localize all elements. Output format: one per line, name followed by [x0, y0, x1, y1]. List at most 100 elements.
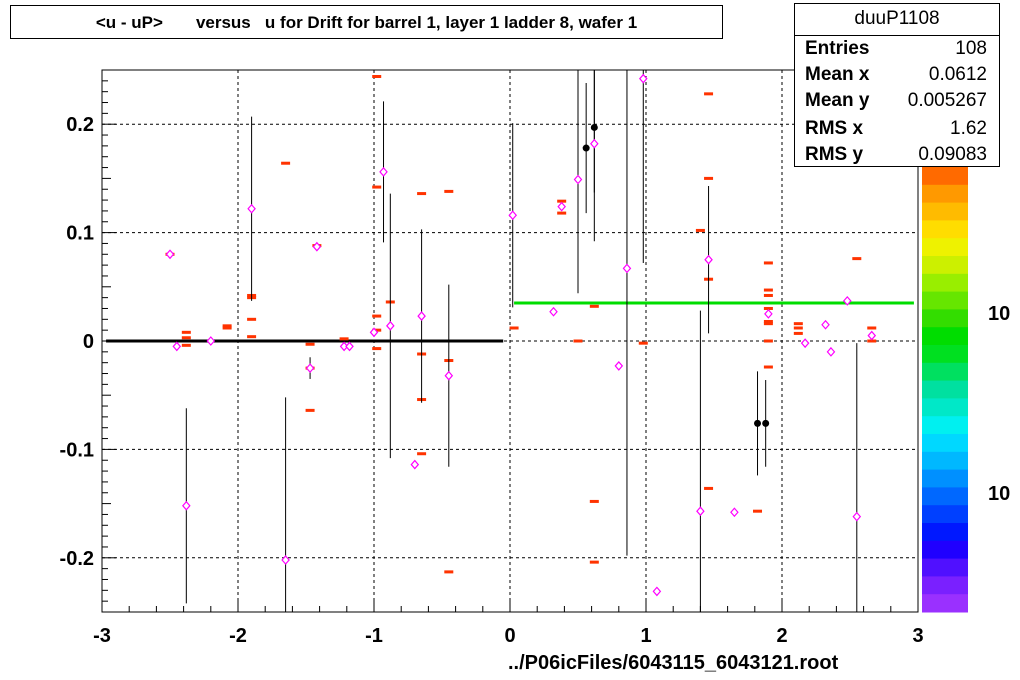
palette-label-lower: 10 — [988, 483, 1010, 505]
profile-point — [730, 507, 739, 518]
red-mark — [281, 161, 291, 165]
palette-swatch — [922, 184, 968, 204]
profile-point — [821, 319, 830, 330]
palette-swatch — [922, 238, 968, 257]
y-tick-label: -0.1 — [60, 439, 94, 461]
red-mark — [557, 199, 567, 203]
profile-point — [206, 336, 216, 346]
profile-point — [826, 346, 836, 357]
red-mark — [763, 293, 773, 297]
palette-swatch — [922, 523, 968, 542]
red-mark — [305, 408, 315, 412]
red-mark — [852, 257, 862, 261]
red-mark — [589, 304, 599, 308]
red-mark — [222, 326, 232, 330]
profile-point — [696, 506, 705, 517]
palette-swatch — [922, 576, 968, 595]
red-mark — [372, 347, 382, 351]
profile-point — [312, 241, 322, 252]
red-mark — [181, 343, 191, 347]
black-point — [762, 419, 770, 427]
red-mark — [763, 306, 773, 310]
stat-value: 0.09083 — [918, 144, 987, 165]
profile-point — [652, 586, 662, 597]
red-mark — [372, 185, 382, 189]
red-mark — [867, 326, 877, 330]
profile-points — [165, 73, 877, 597]
red-mark — [305, 342, 315, 346]
x-tick-label: 2 — [776, 625, 787, 647]
red-mark — [704, 486, 714, 490]
profile-point — [549, 306, 558, 317]
palette-swatch — [922, 558, 968, 577]
red-mark — [867, 339, 877, 343]
profile-point — [867, 330, 877, 341]
profile-point — [386, 320, 395, 331]
red-mark — [753, 509, 763, 513]
palette-label-upper: 10 — [988, 303, 1010, 325]
profile-point — [172, 341, 182, 352]
red-mark — [417, 452, 427, 456]
red-mark — [372, 314, 382, 318]
red-mark — [638, 341, 648, 345]
palette-swatch — [922, 540, 968, 560]
red-mark — [417, 192, 427, 196]
y-tick-label: 0.2 — [66, 114, 94, 136]
profile-point — [410, 459, 420, 470]
red-mark — [573, 339, 583, 343]
profile-point — [369, 327, 379, 338]
red-mark — [763, 261, 773, 265]
profile-point — [638, 73, 648, 84]
palette-swatch — [922, 256, 968, 275]
stats-row-mean-y: Mean y 0.005267 — [805, 90, 987, 116]
red-mark — [372, 75, 382, 79]
stat-value: 1.62 — [950, 118, 987, 139]
title-box: <u - uP> versus u for Drift for barrel 1… — [10, 5, 723, 39]
stat-label: RMS x — [805, 118, 864, 139]
palette-swatch — [922, 362, 968, 382]
red-mark — [589, 499, 599, 503]
palette-swatch — [922, 416, 968, 435]
profile-point — [614, 361, 624, 371]
stat-value: 108 — [955, 38, 987, 59]
x-tick-label: -3 — [93, 625, 111, 647]
stat-label: Entries — [805, 38, 870, 59]
x-tick-label: -1 — [365, 625, 383, 647]
chart-title: <u - uP> versus u for Drift for barrel 1… — [95, 13, 638, 32]
palette-swatch — [922, 469, 968, 488]
profile-point — [345, 341, 354, 352]
stats-divider — [795, 35, 999, 36]
red-mark — [704, 176, 714, 180]
x-tick-label: -2 — [229, 625, 247, 647]
profile-point — [165, 249, 175, 260]
red-mark — [763, 365, 773, 369]
red-mark — [793, 322, 803, 326]
stat-value: 0.005267 — [907, 90, 987, 111]
stat-label: Mean x — [805, 64, 870, 85]
stats-box: duuP1108 Entries 108 Mean x 0.0612 Mean … — [794, 3, 1000, 167]
profile-point — [842, 295, 852, 306]
profile-point — [281, 555, 290, 565]
stats-row-entries: Entries 108 — [805, 38, 987, 64]
x-tick-label: 3 — [912, 625, 923, 647]
red-mark — [763, 288, 773, 292]
x-tick-label: 1 — [640, 625, 651, 647]
stat-label: Mean y — [805, 90, 870, 111]
profile-point — [622, 263, 632, 274]
red-mark — [339, 337, 349, 341]
x-tick-label: 0 — [504, 625, 515, 647]
stat-label: RMS y — [805, 144, 864, 165]
red-mark — [589, 560, 599, 564]
profile-point — [247, 203, 256, 214]
red-mark — [247, 335, 257, 339]
red-mark — [557, 211, 567, 215]
black-point — [590, 123, 598, 131]
red-mark — [763, 339, 773, 343]
palette-swatch — [922, 345, 968, 364]
profile-point — [590, 138, 599, 149]
y-tick-label: -0.2 — [60, 548, 94, 570]
profile-point — [508, 210, 518, 221]
red-mark — [793, 331, 803, 335]
palette-swatch — [922, 594, 968, 613]
